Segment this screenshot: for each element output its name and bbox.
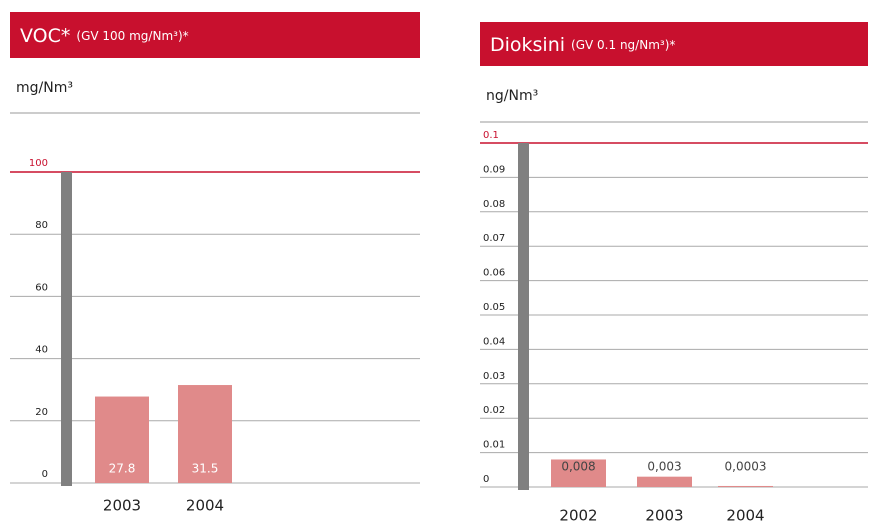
y-tick-label: 0.09 <box>483 164 505 175</box>
value-label: 0,003 <box>647 460 681 474</box>
x-tick-label: 2002 <box>559 507 597 525</box>
header-band <box>10 12 420 58</box>
unit-label: ng/Nm³ <box>486 88 538 104</box>
y-tick-label: 40 <box>35 345 48 356</box>
title-main: Dioksini <box>490 34 565 56</box>
bar <box>718 485 773 487</box>
bar <box>551 459 606 487</box>
y-tick-label: 0.06 <box>483 268 505 279</box>
y-tick-label: 0.04 <box>483 336 505 347</box>
x-tick-label: 2003 <box>645 507 683 525</box>
axis-bar <box>61 172 72 486</box>
value-label: 31.5 <box>192 462 219 476</box>
value-label: 0,0003 <box>725 460 767 474</box>
title-sub: (GV 100 mg/Nm³)* <box>76 29 188 43</box>
unit-label: mg/Nm³ <box>16 80 73 96</box>
y-tick-label: 0.07 <box>483 233 505 244</box>
y-tick-label: 80 <box>35 220 48 231</box>
chart-title: VOC* (GV 100 mg/Nm³)* <box>20 25 189 47</box>
y-tick-label: 0.08 <box>483 199 505 210</box>
y-tick-label: 0 <box>42 469 48 480</box>
title-sub: (GV 0.1 ng/Nm³)* <box>571 38 675 52</box>
value-label: 0,008 <box>561 460 595 474</box>
chart-title: Dioksini (GV 0.1 ng/Nm³)* <box>490 34 675 56</box>
y-tick-label: 100 <box>29 158 48 169</box>
bar <box>95 396 149 483</box>
y-tick-label: 0 <box>483 474 489 485</box>
y-tick-label: 0.1 <box>483 130 499 141</box>
value-label: 27.8 <box>109 462 136 476</box>
header-band <box>480 22 868 66</box>
y-tick-label: 0.03 <box>483 371 505 382</box>
x-tick-label: 2004 <box>726 507 764 525</box>
title-main: VOC* <box>20 25 70 47</box>
y-tick-label: 0.05 <box>483 302 505 313</box>
axis-bar <box>518 143 529 490</box>
bar <box>637 476 692 487</box>
bar <box>178 385 232 483</box>
y-tick-label: 0.02 <box>483 405 505 416</box>
y-tick-label: 60 <box>35 282 48 293</box>
y-tick-label: 20 <box>35 407 48 418</box>
x-tick-label: 2004 <box>186 497 224 515</box>
x-tick-label: 2003 <box>103 497 141 515</box>
y-tick-label: 0.01 <box>483 440 505 451</box>
